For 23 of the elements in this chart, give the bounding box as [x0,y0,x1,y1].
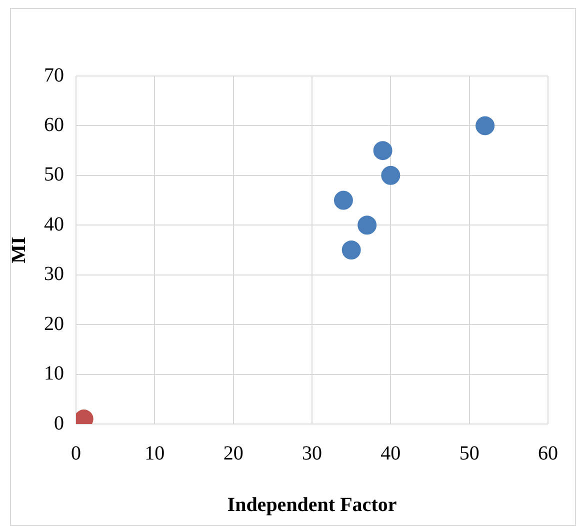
x-axis-title: Independent Factor [227,494,397,516]
x-tick-label: 0 [71,442,81,464]
x-tick-label: 10 [144,442,165,464]
x-tick-label: 50 [459,442,480,464]
y-tick-label: 0 [54,412,64,434]
y-tick-label: 10 [44,362,64,385]
point [358,216,377,235]
y-tick-label: 50 [44,164,64,186]
y-tick-label: 40 [44,213,64,236]
x-tick-label: 20 [223,442,244,464]
y-tick-label: 70 [44,64,64,86]
x-tick-label: 60 [538,442,558,464]
x-tick-label: 30 [302,442,322,464]
y-tick-label: 60 [44,114,64,136]
y-tick-label: 20 [44,312,64,335]
point [334,190,353,210]
y-axis-title: MI [8,236,30,264]
point [342,240,361,260]
point [476,116,495,136]
y-tick-label: 30 [44,263,64,286]
point [381,166,400,185]
point [373,141,392,160]
x-tick-label: 40 [380,442,401,464]
